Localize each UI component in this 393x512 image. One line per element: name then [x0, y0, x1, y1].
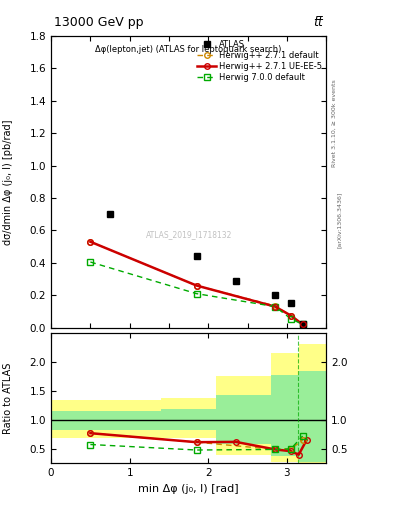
Text: Δφ(lepton,jet) (ATLAS for leptoquark search): Δφ(lepton,jet) (ATLAS for leptoquark sea…: [95, 45, 282, 54]
Herwig++ 2.7.1 UE-EE-5: [88, 239, 93, 245]
ATLAS: [194, 253, 199, 260]
ATLAS: [108, 211, 112, 217]
Line: Herwig++ 2.7.1 default: Herwig++ 2.7.1 default: [88, 239, 305, 327]
ATLAS: [233, 278, 238, 284]
Y-axis label: dσ/dmin Δφ (j₀, l) [pb/rad]: dσ/dmin Δφ (j₀, l) [pb/rad]: [3, 119, 13, 245]
Herwig++ 2.7.1 default: [273, 303, 277, 309]
Herwig++ 2.7.1 UE-EE-5: [194, 283, 199, 289]
Line: Herwig++ 2.7.1 UE-EE-5: Herwig++ 2.7.1 UE-EE-5: [88, 239, 305, 327]
X-axis label: min Δφ (j₀, l) [rad]: min Δφ (j₀, l) [rad]: [138, 484, 239, 494]
ATLAS: [300, 322, 305, 328]
Line: Herwig 7.0.0 default: Herwig 7.0.0 default: [88, 259, 305, 327]
Text: Rivet 3.1.10, ≥ 300k events: Rivet 3.1.10, ≥ 300k events: [332, 79, 337, 167]
ATLAS: [288, 300, 293, 306]
Text: ATLAS_2019_I1718132: ATLAS_2019_I1718132: [145, 230, 232, 239]
Herwig++ 2.7.1 default: [88, 239, 93, 245]
Herwig 7.0.0 default: [194, 291, 199, 297]
Line: ATLAS: ATLAS: [107, 211, 306, 328]
Herwig++ 2.7.1 default: [288, 312, 293, 318]
Text: [arXiv:1306.3436]: [arXiv:1306.3436]: [337, 192, 342, 248]
Herwig++ 2.7.1 default: [300, 322, 305, 328]
Herwig 7.0.0 default: [88, 259, 93, 265]
Herwig++ 2.7.1 UE-EE-5: [288, 312, 293, 318]
Herwig++ 2.7.1 UE-EE-5: [300, 322, 305, 328]
ATLAS: [273, 292, 277, 298]
Herwig++ 2.7.1 UE-EE-5: [273, 304, 277, 310]
Legend: ATLAS, Herwig++ 2.7.1 default, Herwig++ 2.7.1 UE-EE-5, Herwig 7.0.0 default: ATLAS, Herwig++ 2.7.1 default, Herwig++ …: [196, 38, 324, 84]
Y-axis label: Ratio to ATLAS: Ratio to ATLAS: [3, 362, 13, 434]
Herwig 7.0.0 default: [288, 316, 293, 322]
Herwig 7.0.0 default: [300, 322, 305, 328]
Herwig 7.0.0 default: [273, 304, 277, 310]
Herwig++ 2.7.1 default: [194, 283, 199, 289]
Text: tt̅: tt̅: [314, 15, 323, 29]
Text: 13000 GeV pp: 13000 GeV pp: [54, 15, 143, 29]
